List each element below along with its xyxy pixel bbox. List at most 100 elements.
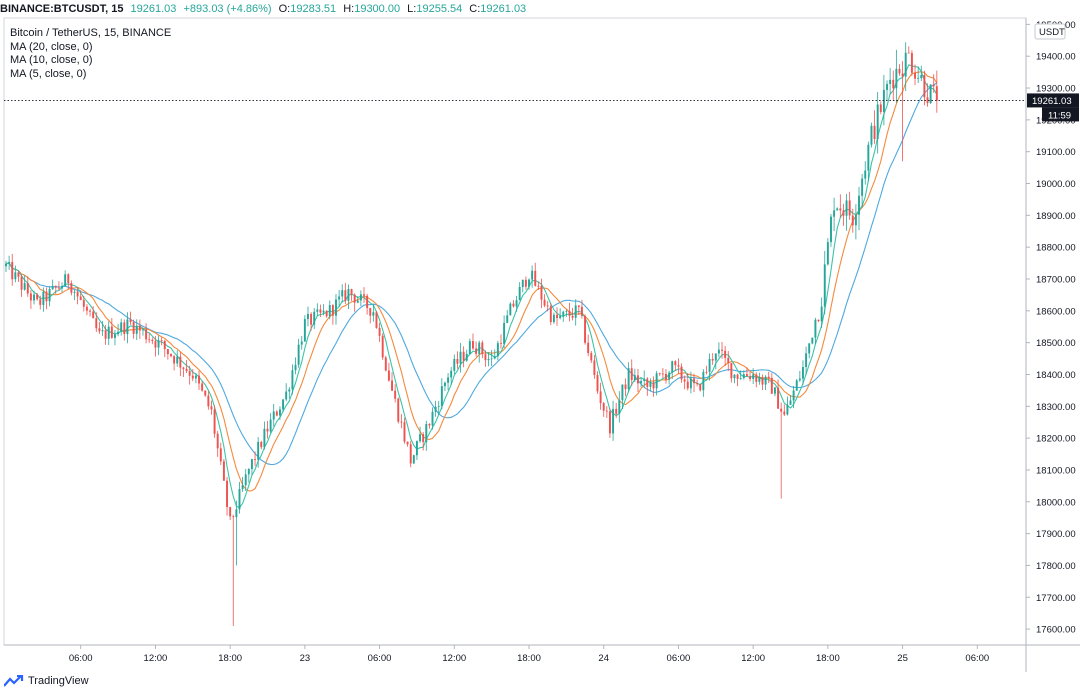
current-price-badge: 19261.03 11:59 bbox=[1027, 93, 1079, 122]
candle bbox=[599, 382, 602, 410]
candle bbox=[8, 255, 11, 270]
candle bbox=[285, 383, 288, 402]
candle bbox=[107, 321, 110, 346]
candle bbox=[26, 276, 29, 297]
current-price-label: 19261.03 bbox=[1032, 96, 1072, 107]
candle bbox=[387, 362, 390, 382]
candle bbox=[708, 353, 711, 381]
candle bbox=[51, 279, 54, 291]
candle bbox=[677, 358, 680, 374]
candle bbox=[624, 378, 627, 397]
candle bbox=[836, 207, 839, 211]
candle bbox=[792, 385, 795, 409]
legend-ma5[interactable]: MA (5, close, 0) bbox=[10, 67, 87, 80]
candle bbox=[64, 270, 67, 287]
price-tick-label: 17600.00 bbox=[1036, 625, 1076, 636]
price-tick-label: 17800.00 bbox=[1036, 561, 1076, 572]
candle bbox=[580, 299, 583, 319]
time-tick-label: 18:00 bbox=[517, 653, 541, 664]
high-label: H: bbox=[343, 3, 355, 15]
candle bbox=[515, 295, 518, 312]
candle bbox=[5, 260, 7, 273]
candle bbox=[861, 173, 864, 208]
candle bbox=[805, 346, 808, 376]
candle bbox=[450, 367, 453, 385]
candle bbox=[637, 368, 639, 393]
price-axis[interactable]: 17600.00 17700.00 17800.00 17900.00 18000.00… bbox=[1026, 20, 1076, 636]
candle bbox=[428, 423, 431, 429]
candle bbox=[786, 396, 789, 416]
candle bbox=[20, 274, 23, 297]
candle bbox=[814, 317, 817, 345]
candle bbox=[191, 368, 194, 382]
candle bbox=[434, 400, 437, 417]
time-tick-label: 18:00 bbox=[218, 653, 242, 664]
candle bbox=[163, 339, 166, 358]
candle bbox=[319, 304, 322, 318]
candle bbox=[761, 374, 764, 390]
candle bbox=[907, 46, 910, 54]
time-tick-label: 25 bbox=[897, 653, 908, 664]
candle bbox=[764, 375, 767, 391]
candle bbox=[36, 293, 39, 301]
candle bbox=[356, 296, 359, 304]
legend-ma20[interactable]: MA (20, close, 0) bbox=[10, 40, 93, 53]
candle bbox=[935, 70, 938, 113]
candle bbox=[54, 285, 57, 295]
candle bbox=[316, 303, 319, 317]
time-tick-label: 06:00 bbox=[368, 653, 392, 664]
candle bbox=[889, 68, 892, 95]
candle bbox=[341, 284, 344, 303]
candle bbox=[481, 340, 484, 359]
currency-unit-label: USDT bbox=[1039, 27, 1065, 38]
candle bbox=[562, 310, 565, 322]
candle bbox=[602, 402, 605, 417]
candle bbox=[867, 141, 870, 181]
candle bbox=[391, 372, 393, 392]
candle bbox=[820, 297, 823, 328]
price-chart[interactable]: 17600.00 17700.00 17800.00 17900.00 18000.00… bbox=[0, 0, 1080, 672]
candle bbox=[409, 440, 412, 468]
candle bbox=[658, 372, 661, 377]
candle bbox=[696, 379, 699, 387]
candle bbox=[260, 440, 263, 450]
symbol-label[interactable]: BINANCE:BTCUSDT, 15 bbox=[0, 3, 124, 15]
candle bbox=[138, 319, 141, 339]
candle bbox=[518, 282, 521, 301]
candle bbox=[826, 238, 829, 266]
candle bbox=[338, 289, 341, 308]
candle bbox=[48, 286, 51, 307]
legend-ma10[interactable]: MA (10, close, 0) bbox=[10, 54, 93, 67]
brand-name[interactable]: TradingView bbox=[28, 675, 89, 687]
candle bbox=[468, 338, 471, 355]
candle bbox=[733, 374, 736, 384]
candle bbox=[403, 417, 406, 444]
candle bbox=[783, 404, 786, 417]
candle bbox=[668, 370, 671, 385]
candle bbox=[170, 353, 172, 358]
candle bbox=[406, 441, 409, 447]
candle bbox=[640, 377, 643, 388]
candle bbox=[269, 413, 272, 434]
price-tick-label: 18900.00 bbox=[1036, 211, 1076, 222]
candle bbox=[222, 458, 225, 482]
candle bbox=[459, 342, 462, 373]
legend-title[interactable]: Bitcoin / TetherUS, 15, BINANCE bbox=[10, 27, 172, 39]
price-tick-label: 18500.00 bbox=[1036, 338, 1076, 349]
candle bbox=[727, 351, 730, 372]
candle bbox=[895, 49, 898, 103]
candle bbox=[33, 290, 35, 305]
candle bbox=[216, 430, 219, 457]
time-axis[interactable]: 06:00 12:00 18:00 23 06:00 12:00 18:00 24 06:00 1… bbox=[69, 645, 989, 664]
candle bbox=[288, 387, 291, 399]
candle bbox=[472, 333, 474, 351]
candle bbox=[350, 288, 353, 301]
candle bbox=[232, 514, 235, 626]
candle bbox=[524, 276, 527, 290]
candle bbox=[724, 345, 727, 367]
plot-area[interactable] bbox=[3, 17, 1080, 672]
candle bbox=[714, 353, 717, 370]
candle bbox=[89, 308, 92, 317]
time-tick-label: 18:00 bbox=[816, 653, 840, 664]
currency-unit-badge[interactable]: USDT bbox=[1034, 23, 1066, 40]
